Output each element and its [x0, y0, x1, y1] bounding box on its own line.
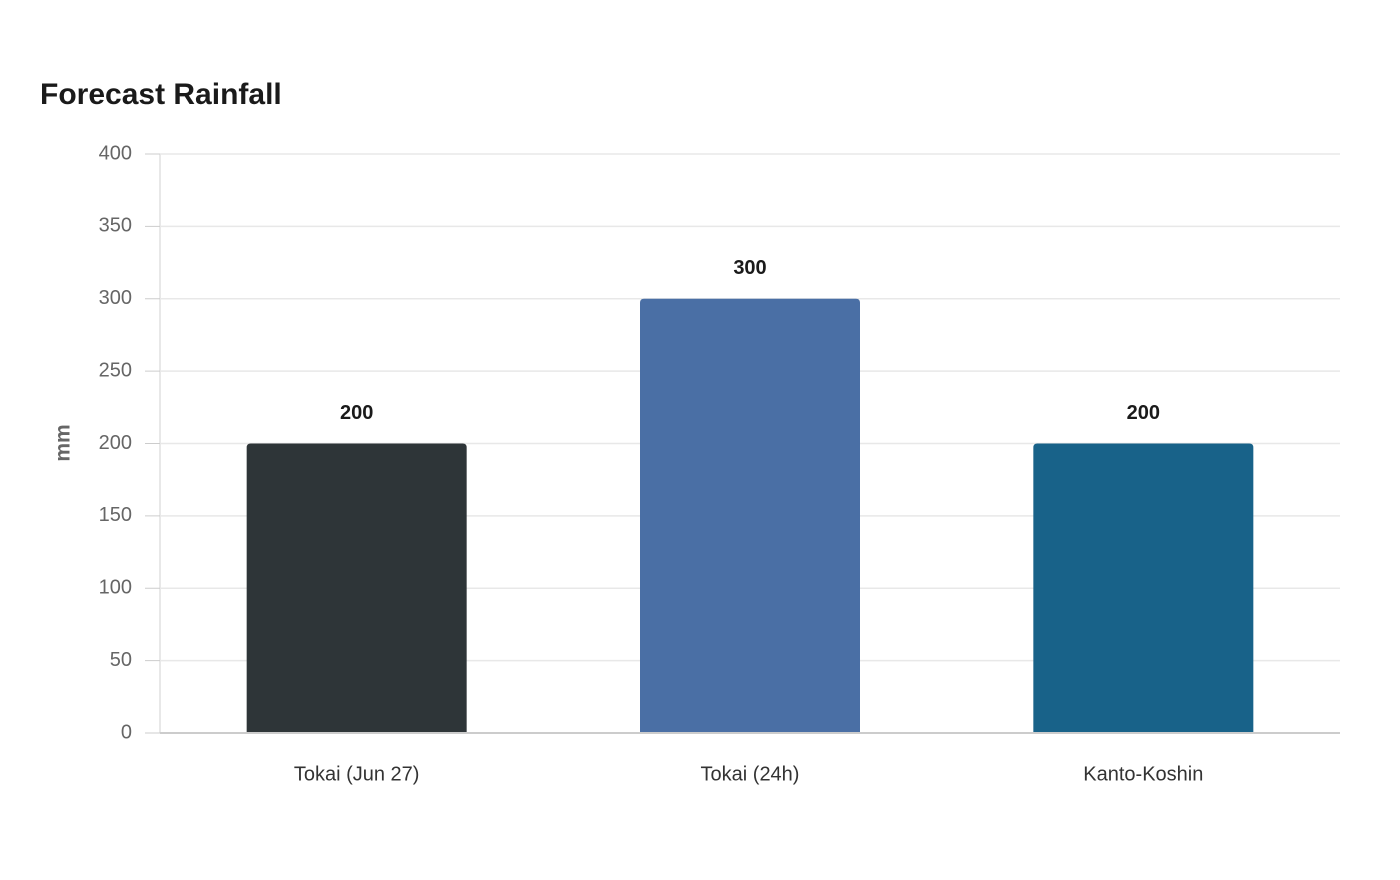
- y-tick-label: 200: [99, 432, 132, 454]
- chart-title: Forecast Rainfall: [40, 78, 282, 111]
- y-tick-label: 0: [121, 721, 132, 743]
- y-tick-label: 400: [99, 142, 132, 164]
- data-label: 300: [733, 257, 766, 279]
- data-label: 200: [1127, 402, 1160, 424]
- y-tick-label: 300: [99, 287, 132, 309]
- y-tick-label: 100: [99, 577, 132, 599]
- y-axis-label: mm: [52, 424, 75, 461]
- y-tick-label: 250: [99, 359, 132, 381]
- y-tick-label: 50: [110, 649, 132, 671]
- data-label: 200: [340, 402, 373, 424]
- x-tick-label: Kanto-Koshin: [1083, 763, 1203, 785]
- bar: [640, 298, 860, 733]
- bar: [1033, 443, 1254, 733]
- x-tick-label: Tokai (Jun 27): [294, 763, 420, 785]
- y-tick-label: 350: [99, 215, 132, 237]
- y-tick-label: 150: [99, 504, 132, 526]
- bar: [246, 443, 467, 733]
- x-tick-label: Tokai (24h): [701, 763, 800, 785]
